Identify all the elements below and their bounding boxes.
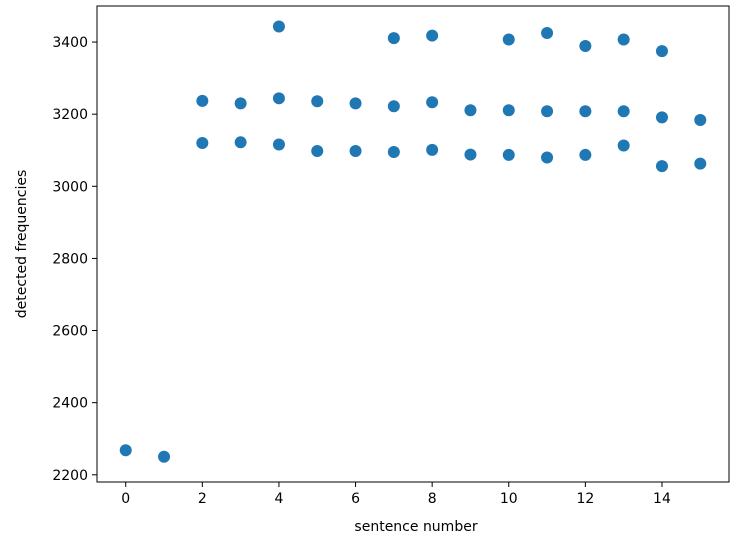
data-points xyxy=(119,20,707,463)
x-tick-label: 0 xyxy=(121,491,130,507)
data-point xyxy=(541,27,554,40)
x-tick-label: 10 xyxy=(500,491,518,507)
data-point xyxy=(196,94,209,107)
x-tick-label: 8 xyxy=(428,491,437,507)
data-point xyxy=(694,157,707,170)
x-tick-label: 12 xyxy=(576,491,594,507)
data-point xyxy=(387,32,400,45)
data-point xyxy=(426,143,439,156)
data-point xyxy=(502,148,515,161)
data-point xyxy=(464,148,477,161)
data-point xyxy=(502,104,515,117)
x-axis-ticks: 0 2 4 6 8 10 12 14 xyxy=(121,482,671,507)
data-point xyxy=(426,96,439,109)
data-point xyxy=(234,136,247,149)
x-tick-label: 14 xyxy=(653,491,671,507)
data-point xyxy=(655,111,668,124)
data-point xyxy=(426,29,439,42)
data-point xyxy=(234,97,247,110)
data-point xyxy=(694,113,707,126)
plot-area: 0 2 4 6 8 10 12 14 2200 2400 2600 2800 3000 3200 3400 xyxy=(52,5,730,507)
data-point xyxy=(655,45,668,58)
data-point xyxy=(541,105,554,118)
y-axis-ticks: 2200 2400 2600 2800 3000 3200 3400 xyxy=(52,35,97,484)
y-tick-label: 3000 xyxy=(52,179,88,195)
y-tick-label: 2200 xyxy=(52,468,88,484)
data-point xyxy=(272,138,285,151)
data-point xyxy=(541,151,554,164)
data-point xyxy=(311,144,324,157)
data-point xyxy=(272,92,285,105)
y-axis-label: detected frequencies xyxy=(14,170,30,318)
x-tick-label: 6 xyxy=(351,491,360,507)
data-point xyxy=(311,95,324,108)
y-tick-label: 2400 xyxy=(52,396,88,412)
data-point xyxy=(387,100,400,113)
data-point xyxy=(349,144,362,157)
data-point xyxy=(502,33,515,46)
data-point xyxy=(196,137,209,150)
data-point xyxy=(119,444,132,457)
plot-frame xyxy=(96,5,730,483)
y-tick-label: 2800 xyxy=(52,251,88,267)
data-point xyxy=(579,148,592,161)
data-point xyxy=(617,105,630,118)
data-point xyxy=(655,160,668,173)
y-tick-label: 3400 xyxy=(52,35,88,51)
x-tick-label: 2 xyxy=(198,491,207,507)
y-tick-label: 3200 xyxy=(52,107,88,123)
data-point xyxy=(579,105,592,118)
data-point xyxy=(158,450,171,463)
data-point xyxy=(272,20,285,33)
data-point xyxy=(464,104,477,117)
y-tick-label: 2600 xyxy=(52,324,88,340)
data-point xyxy=(617,33,630,46)
data-point xyxy=(579,40,592,53)
x-axis-label: sentence number xyxy=(354,519,477,535)
x-tick-label: 4 xyxy=(274,491,283,507)
data-point xyxy=(617,139,630,152)
data-point xyxy=(387,146,400,159)
data-point xyxy=(349,97,362,110)
